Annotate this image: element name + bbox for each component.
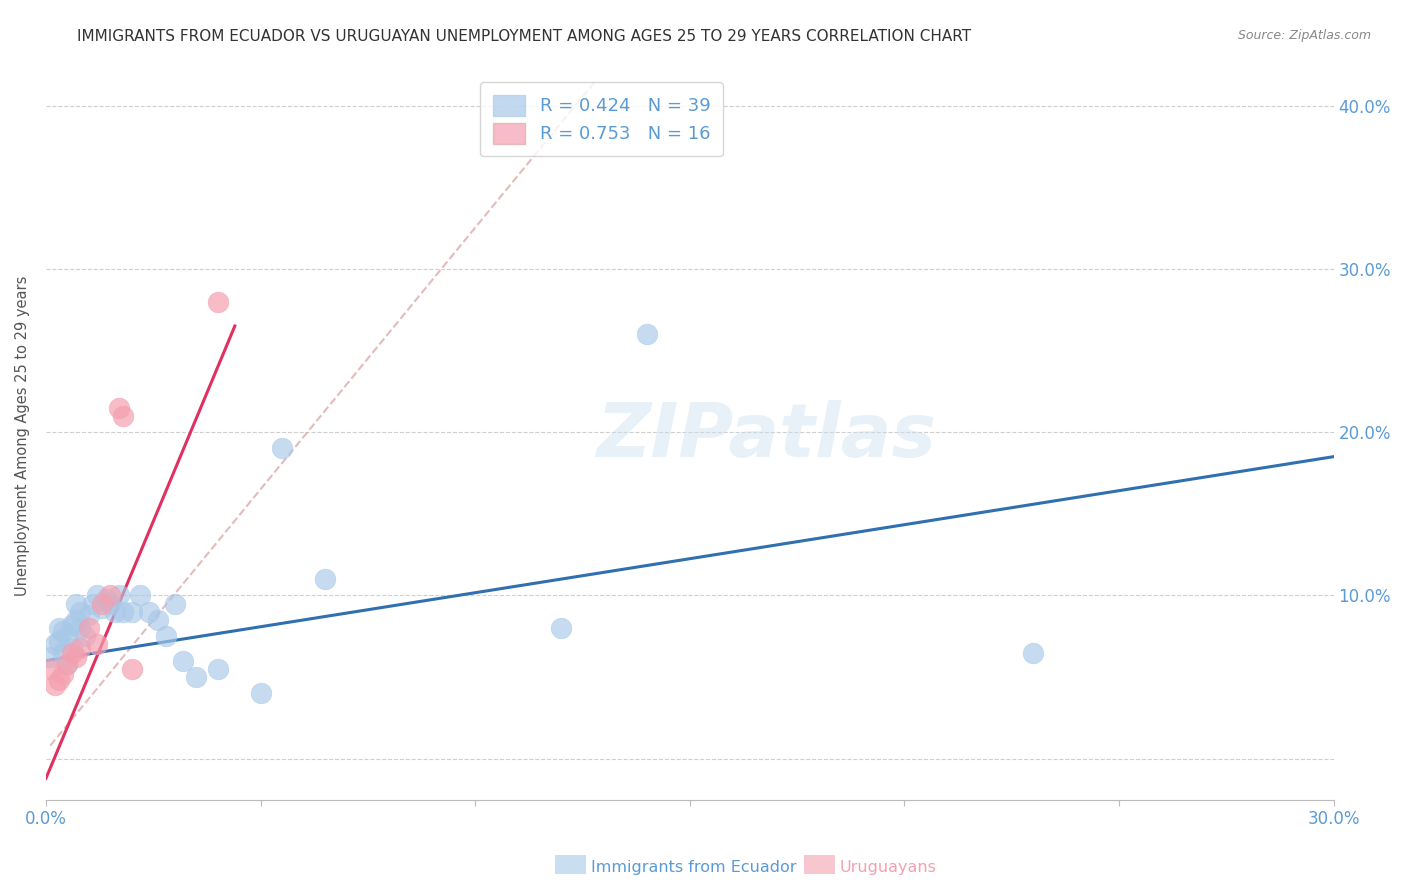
Point bbox=[69, 621, 91, 635]
Point bbox=[636, 327, 658, 342]
Point bbox=[550, 621, 572, 635]
Point bbox=[60, 646, 83, 660]
Point bbox=[186, 670, 208, 684]
Point bbox=[48, 673, 70, 688]
Point bbox=[138, 605, 160, 619]
Point bbox=[82, 597, 104, 611]
Point bbox=[207, 294, 229, 309]
Point bbox=[314, 572, 336, 586]
Point bbox=[39, 650, 62, 665]
Y-axis label: Unemployment Among Ages 25 to 29 years: Unemployment Among Ages 25 to 29 years bbox=[15, 276, 30, 597]
Point bbox=[172, 654, 194, 668]
Point bbox=[108, 401, 131, 415]
Point bbox=[90, 601, 112, 615]
Point bbox=[86, 589, 108, 603]
Point bbox=[129, 589, 152, 603]
Point bbox=[98, 589, 121, 603]
Point bbox=[48, 634, 70, 648]
Point bbox=[121, 605, 143, 619]
Point bbox=[249, 686, 271, 700]
Text: Immigrants from Ecuador: Immigrants from Ecuador bbox=[591, 860, 796, 874]
Text: Source: ZipAtlas.com: Source: ZipAtlas.com bbox=[1237, 29, 1371, 42]
Point bbox=[60, 640, 83, 655]
Point bbox=[163, 597, 186, 611]
Point bbox=[52, 666, 75, 681]
Point bbox=[65, 597, 87, 611]
Point bbox=[44, 678, 66, 692]
Point bbox=[86, 637, 108, 651]
Point bbox=[121, 662, 143, 676]
Point bbox=[94, 591, 117, 606]
Point bbox=[48, 621, 70, 635]
Point bbox=[98, 597, 121, 611]
Point bbox=[77, 621, 100, 635]
Point bbox=[52, 624, 75, 639]
Point bbox=[112, 409, 135, 423]
Point bbox=[104, 605, 127, 619]
Point bbox=[155, 629, 177, 643]
Legend: R = 0.424   N = 39, R = 0.753   N = 16: R = 0.424 N = 39, R = 0.753 N = 16 bbox=[479, 82, 723, 156]
Point bbox=[271, 442, 294, 456]
Point bbox=[56, 629, 79, 643]
Point bbox=[146, 613, 169, 627]
Point bbox=[77, 607, 100, 622]
Text: ZIPatlas: ZIPatlas bbox=[598, 400, 936, 473]
Point bbox=[108, 589, 131, 603]
Point bbox=[65, 650, 87, 665]
Point bbox=[69, 605, 91, 619]
Point bbox=[44, 637, 66, 651]
Point bbox=[65, 613, 87, 627]
Point bbox=[56, 657, 79, 671]
Text: IMMIGRANTS FROM ECUADOR VS URUGUAYAN UNEMPLOYMENT AMONG AGES 25 TO 29 YEARS CORR: IMMIGRANTS FROM ECUADOR VS URUGUAYAN UNE… bbox=[77, 29, 972, 44]
Point bbox=[52, 646, 75, 660]
Point bbox=[1022, 646, 1045, 660]
Point bbox=[60, 617, 83, 632]
Point bbox=[56, 657, 79, 671]
Point bbox=[90, 597, 112, 611]
Point bbox=[112, 605, 135, 619]
Point bbox=[69, 640, 91, 655]
Text: Uruguayans: Uruguayans bbox=[839, 860, 936, 874]
Point bbox=[39, 662, 62, 676]
Point bbox=[73, 629, 96, 643]
Point bbox=[207, 662, 229, 676]
